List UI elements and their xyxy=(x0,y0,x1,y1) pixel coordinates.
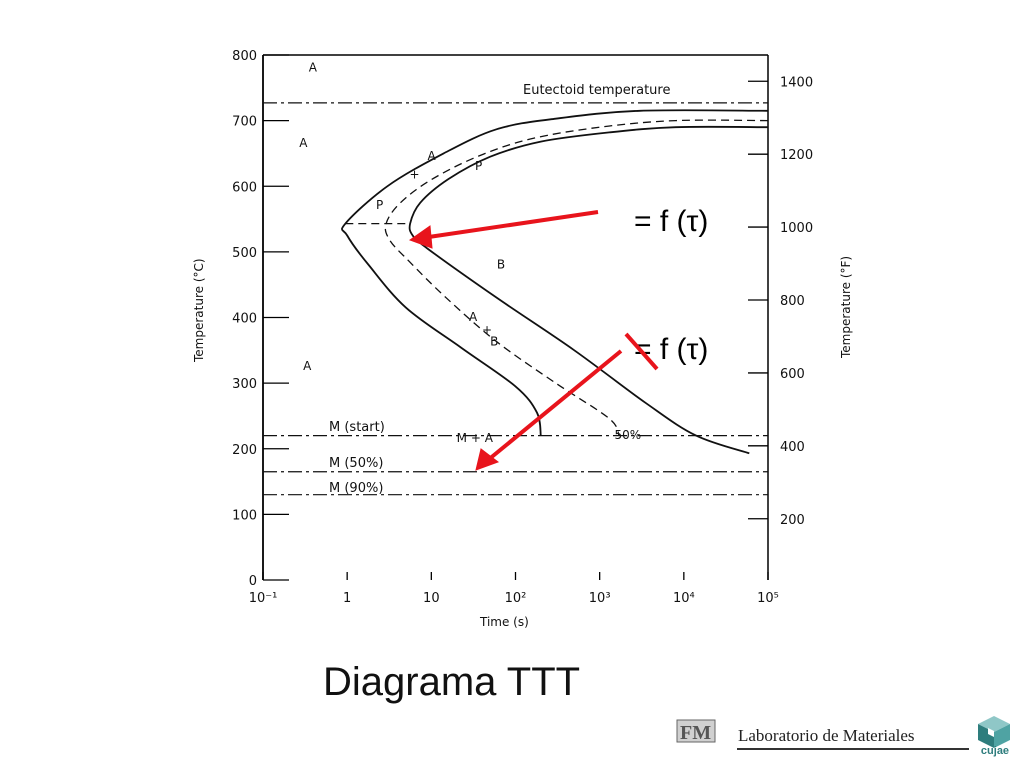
y-tick-label: 300 xyxy=(232,377,257,392)
annotation-function-tau-2: = f (τ) xyxy=(634,333,708,366)
region-label: + xyxy=(482,323,492,337)
footer-rule xyxy=(737,748,969,750)
region-label: A xyxy=(309,60,318,74)
y-tick-label: 400 xyxy=(232,312,257,327)
right-y-ticks: 200 400 600 800 1000 1200 1400 xyxy=(748,75,813,528)
arrow-1-shaft xyxy=(421,210,599,240)
y-tick-label: 100 xyxy=(232,508,257,523)
transformation-curve xyxy=(384,119,769,436)
x-axis-title: Time (s) xyxy=(479,615,529,629)
x-tick-label: 10³ xyxy=(589,591,611,606)
right-y-tick-label: 600 xyxy=(780,367,805,382)
footer-cujae-label: cujae xyxy=(980,745,1010,757)
y-tick-label: 500 xyxy=(232,246,257,261)
right-y-tick-label: 400 xyxy=(780,440,805,455)
annotation-function-tau-1: = f (τ) xyxy=(634,205,708,238)
right-y-tick-label: 200 xyxy=(780,513,805,528)
y-tick-label: 200 xyxy=(232,443,257,458)
region-label: 50% xyxy=(614,428,641,442)
arrow-2-head xyxy=(475,448,500,471)
x-ticks: 10⁻¹ 1 10 10² 10³ 10⁴ 10⁵ xyxy=(249,572,779,606)
y-tick-label: 0 xyxy=(249,574,257,589)
left-axis-title: Temperature (°C) xyxy=(192,258,206,363)
y-tick-label: 600 xyxy=(232,180,257,195)
x-tick-label: 10⁻¹ xyxy=(249,591,278,606)
m-start-label: M (start) xyxy=(329,420,385,435)
fm-logo: FM xyxy=(676,719,716,744)
y-tick-label: 700 xyxy=(232,115,257,130)
right-y-tick-label: 800 xyxy=(780,294,805,309)
region-label: P xyxy=(376,198,383,212)
y-tick-label: 800 xyxy=(232,49,257,64)
footer-lab-name: Laboratorio de Materiales xyxy=(738,726,915,745)
x-tick-label: 1 xyxy=(343,591,351,606)
right-y-tick-label: 1400 xyxy=(780,75,813,90)
fm-logo-letters: FM xyxy=(680,722,711,744)
right-y-tick-label: 1200 xyxy=(780,148,813,163)
x-tick-label: 10⁴ xyxy=(673,591,695,606)
region-label: A xyxy=(303,359,312,373)
transformation-curve xyxy=(341,109,769,436)
region-label: + xyxy=(409,167,419,181)
region-label: B xyxy=(490,335,498,349)
eutectoid-label: Eutectoid temperature xyxy=(523,83,670,98)
slide-title: Diagrama TTT xyxy=(323,660,581,704)
arrow-2-shaft xyxy=(486,349,623,462)
red-arrows xyxy=(408,210,659,471)
strike-line xyxy=(624,332,659,371)
region-label: A xyxy=(469,310,478,324)
right-y-tick-label: 1000 xyxy=(780,221,813,236)
x-tick-label: 10⁵ xyxy=(757,591,779,606)
region-label: B xyxy=(497,257,505,271)
transformation-curves xyxy=(341,109,769,455)
arrow-1-head xyxy=(408,225,433,249)
region-label: A xyxy=(427,149,436,163)
cujae-cube-icon xyxy=(978,716,1010,748)
m-90-label: M (90%) xyxy=(329,481,383,496)
m-50-label: M (50%) xyxy=(329,456,383,471)
left-y-ticks: 0 100 200 300 400 500 600 700 800 xyxy=(232,49,289,589)
transformation-curve xyxy=(408,125,769,455)
region-label: P xyxy=(475,159,482,173)
x-tick-label: 10 xyxy=(423,591,440,606)
x-tick-label: 10² xyxy=(505,591,527,606)
region-label: A xyxy=(299,136,308,150)
right-axis-title: Temperature (°F) xyxy=(839,256,853,359)
region-label: M + A xyxy=(457,431,494,445)
